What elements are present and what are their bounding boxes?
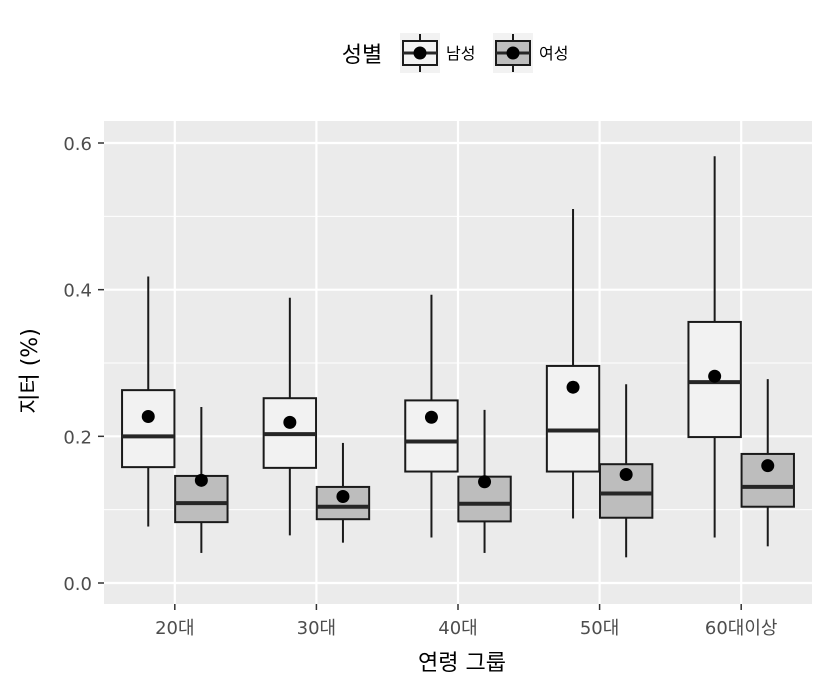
legend-label: 남성 — [446, 44, 475, 63]
x-axis-title: 연령 그룹 — [418, 651, 506, 676]
x-tick-label: 40대 — [438, 618, 477, 639]
box-iqr — [121, 389, 176, 469]
legend-title: 성별 — [342, 43, 382, 68]
box-여성-50대 — [598, 384, 654, 558]
y-tick-label: 0.6 — [63, 134, 92, 155]
mean-point — [478, 475, 492, 489]
box-여성-20대 — [174, 407, 229, 553]
x-tick-label: 20대 — [155, 618, 194, 639]
x-tick-label: 50대 — [580, 618, 619, 639]
y-tick-label: 0.0 — [63, 574, 92, 595]
x-tick-label: 30대 — [297, 618, 336, 639]
mean-point — [619, 467, 633, 481]
box-여성-40대 — [457, 409, 512, 553]
y-tick-label: 0.4 — [63, 281, 92, 302]
box-남성-60대이상 — [687, 156, 742, 538]
box-남성-50대 — [545, 209, 601, 519]
mean-point — [761, 459, 775, 473]
legend-key-point — [506, 46, 520, 60]
legend-item-남성: 남성 — [400, 33, 475, 73]
box-남성-30대 — [262, 297, 318, 536]
mean-point — [283, 415, 297, 429]
mean-point — [708, 369, 722, 383]
box-여성-60대이상 — [740, 379, 795, 547]
legend: 성별 남성 여성 — [342, 33, 568, 73]
mean-point — [194, 473, 208, 487]
legend-key-point — [413, 46, 427, 60]
mean-point — [424, 410, 438, 424]
box-layer — [121, 156, 795, 558]
box-남성-20대 — [121, 276, 176, 527]
mean-point — [141, 410, 155, 424]
x-axis: 20대 30대 40대 50대 60대이상 — [155, 604, 777, 639]
mean-point — [336, 489, 350, 503]
legend-item-여성: 여성 — [493, 33, 568, 73]
y-axis-title: 지터 (%) — [18, 328, 43, 414]
mean-point — [566, 380, 580, 394]
y-axis: 0.0 0.2 0.4 0.6 — [63, 134, 104, 595]
box-남성-40대 — [404, 294, 459, 538]
y-tick-label: 0.2 — [63, 427, 92, 448]
box-여성-30대 — [315, 442, 371, 543]
x-tick-label: 60대이상 — [705, 618, 778, 639]
box-iqr — [457, 475, 512, 523]
legend-label: 여성 — [539, 44, 568, 63]
